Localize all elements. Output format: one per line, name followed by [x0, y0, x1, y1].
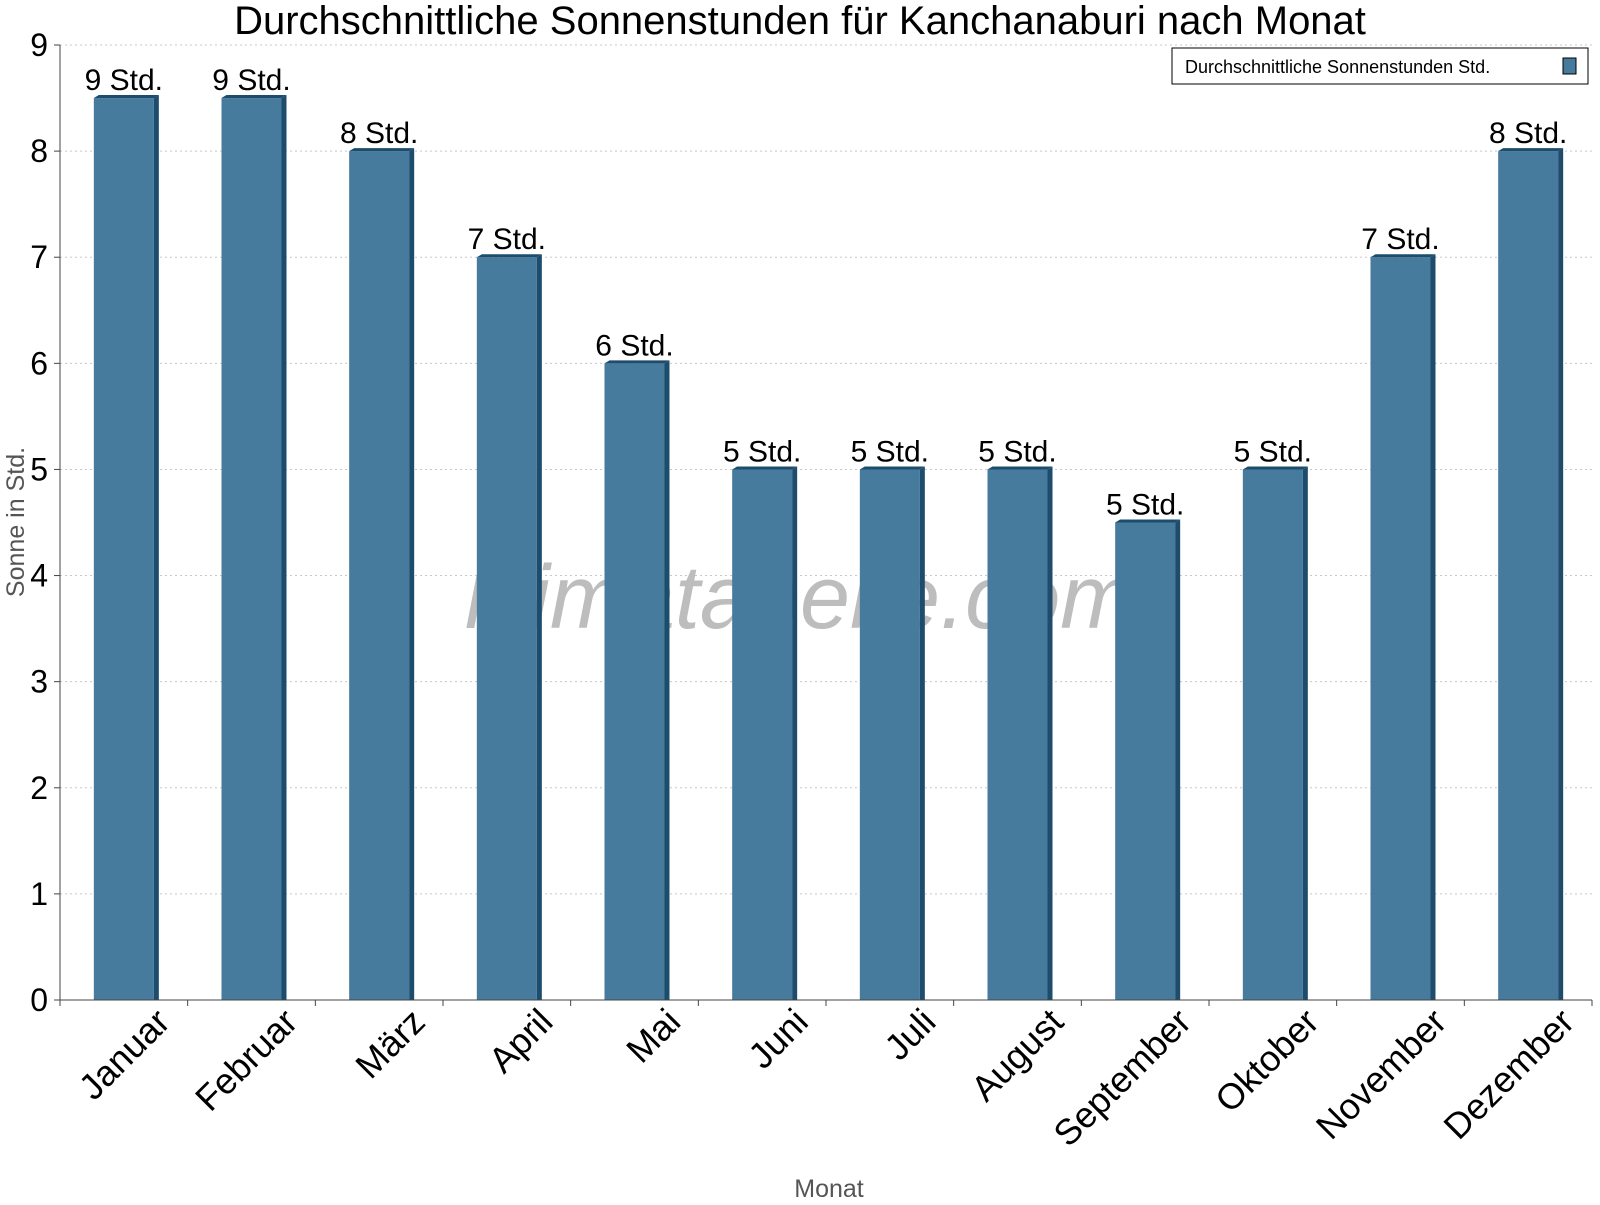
y-tick-label: 1	[30, 876, 48, 912]
y-axis-title: Sonne in Std.	[2, 447, 30, 597]
bar-side	[409, 148, 415, 1001]
value-labels: 9 Std. 9 Std. 8 Std. 7 Std. 6 Std. 5 Std. 5 St…	[85, 64, 1568, 521]
x-tick-label: Januar	[71, 1001, 178, 1108]
bar	[221, 98, 282, 1001]
bar-side	[919, 466, 925, 1000]
y-tick-label: 5	[30, 451, 48, 487]
value-label: 5 Std.	[1106, 489, 1184, 522]
value-label: 7 Std.	[468, 223, 546, 256]
bar	[476, 257, 537, 1000]
value-label: 5 Std.	[978, 435, 1056, 468]
bar-side	[792, 466, 798, 1000]
bar	[604, 363, 665, 1000]
axes	[54, 44, 1593, 1006]
value-label: 6 Std.	[595, 329, 673, 362]
bar	[1115, 522, 1176, 1000]
chart-title: Durchschnittliche Sonnenstunden für Kanc…	[234, 0, 1366, 43]
y-tick-label: 0	[30, 982, 48, 1018]
bar-side	[1558, 148, 1564, 1001]
value-label: 9 Std.	[212, 64, 290, 97]
y-tick-label: 8	[30, 133, 48, 169]
x-axis-title: Monat	[794, 1175, 864, 1200]
value-label: 5 Std.	[723, 435, 801, 468]
x-tick-label: Oktober	[1207, 1001, 1327, 1121]
y-tick-label: 6	[30, 345, 48, 381]
bar-top	[221, 95, 287, 99]
bar	[1370, 257, 1431, 1000]
bar-top	[859, 466, 925, 470]
x-tick-label: Februar	[187, 1001, 305, 1119]
bar	[987, 469, 1048, 1000]
bar	[93, 98, 154, 1001]
bars-group	[93, 95, 1564, 1001]
bar-top	[349, 148, 415, 152]
bar-top	[987, 466, 1053, 470]
bar-top	[1242, 466, 1308, 470]
x-tick-label: November	[1308, 1001, 1454, 1147]
x-tick-label: August	[963, 1001, 1071, 1109]
y-tick-label: 4	[30, 558, 48, 594]
y-tick-label: 3	[30, 664, 48, 700]
bar-top	[1498, 148, 1564, 152]
x-tick-label: Mai	[618, 1001, 688, 1071]
legend: Durchschnittliche Sonnenstunden Std.	[1171, 47, 1589, 85]
bar	[349, 151, 410, 1001]
bar	[732, 469, 793, 1000]
bar-top	[93, 95, 159, 99]
value-label: 7 Std.	[1361, 223, 1439, 256]
bar	[859, 469, 920, 1000]
bar-top	[476, 254, 542, 258]
legend-swatch	[1562, 57, 1577, 75]
y-tick-label: 2	[30, 770, 48, 806]
bar	[1498, 151, 1559, 1001]
x-tick-label: Juli	[876, 1001, 943, 1068]
value-label: 8 Std.	[340, 117, 418, 150]
bar-side	[1047, 466, 1053, 1000]
x-tick-label: März	[347, 1001, 433, 1087]
x-tick-label: Juni	[740, 1001, 816, 1077]
bar-side	[1175, 519, 1181, 1000]
value-label: 9 Std.	[85, 64, 163, 97]
bar-top	[1115, 519, 1181, 523]
bar-side	[536, 254, 542, 1000]
grid-lines	[60, 44, 1592, 895]
bar-top	[732, 466, 798, 470]
y-tick-label: 7	[30, 239, 48, 275]
x-tick-label: April	[481, 1001, 561, 1081]
bar-side	[153, 95, 159, 1001]
value-label: 5 Std.	[851, 435, 929, 468]
bar-side	[1302, 466, 1308, 1000]
legend-box	[1171, 47, 1589, 85]
bar	[1242, 469, 1303, 1000]
y-tick-label: 9	[30, 27, 48, 63]
bar-side	[281, 95, 287, 1001]
x-tick-label: Dezember	[1435, 1001, 1581, 1147]
legend-label: Durchschnittliche Sonnenstunden Std.	[1185, 57, 1490, 77]
bar-side	[664, 360, 670, 1000]
value-label: 5 Std.	[1234, 435, 1312, 468]
bar-top	[1370, 254, 1436, 258]
value-label: 8 Std.	[1489, 117, 1567, 150]
bar-top	[604, 360, 670, 364]
bar-side	[1430, 254, 1436, 1000]
x-tick-label: September	[1045, 1001, 1199, 1155]
